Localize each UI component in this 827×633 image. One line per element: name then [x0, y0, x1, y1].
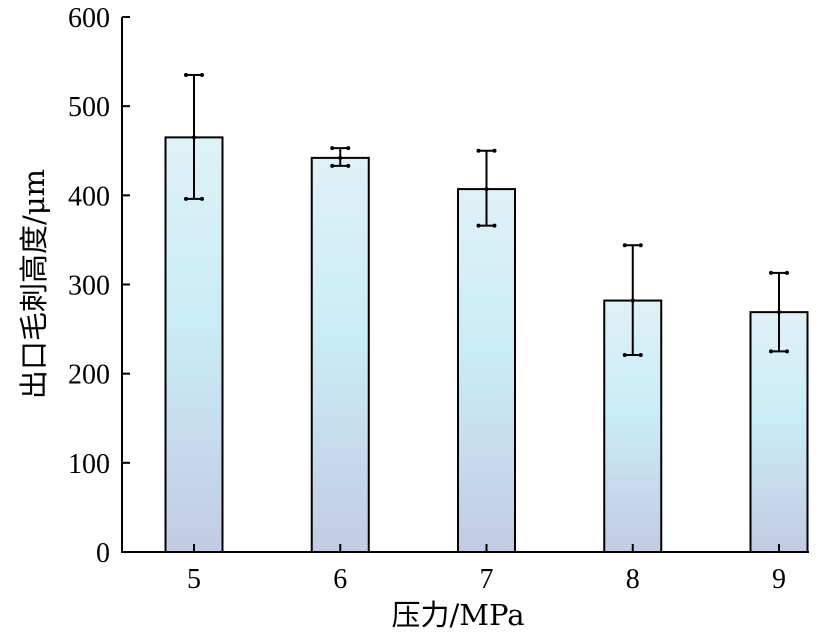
- y-axis-title: 出口毛刺高度/μm: [17, 169, 51, 399]
- bar-6: [310, 156, 370, 553]
- bar-8: [603, 299, 663, 553]
- error-marker-dot: [638, 352, 643, 357]
- error-bars-layer: [184, 72, 789, 357]
- error-marker-dot: [777, 310, 781, 315]
- error-marker-dot: [192, 135, 196, 140]
- y-ticks: 0 100 200 300 400 500 600: [68, 3, 130, 569]
- bar-7: [457, 188, 516, 553]
- y-tick-label: 200: [68, 360, 110, 391]
- error-marker-dot: [785, 270, 789, 275]
- error-marker-dot: [638, 243, 643, 248]
- error-marker-dot: [338, 155, 343, 160]
- y-tick-label: 600: [68, 3, 110, 34]
- error-marker-dot: [622, 352, 627, 357]
- error-marker-dot: [330, 146, 335, 151]
- error-marker-dot: [492, 148, 497, 153]
- bar-5: [164, 136, 224, 553]
- error-marker-dot: [346, 163, 351, 168]
- error-marker-dot: [476, 148, 481, 153]
- error-marker-dot: [785, 349, 789, 354]
- error-marker-dot: [184, 72, 188, 77]
- error-marker-dot: [622, 243, 627, 248]
- error-marker-dot: [492, 223, 497, 228]
- error-marker-dot: [330, 163, 335, 168]
- x-tick-label: 8: [626, 564, 640, 595]
- error-marker-dot: [769, 270, 773, 275]
- y-tick-label: 100: [68, 449, 110, 480]
- y-tick-label: 0: [96, 538, 110, 569]
- x-tick-label: 5: [187, 564, 201, 595]
- x-ticks: 5 6 7 8 9: [187, 544, 786, 595]
- x-tick-label: 6: [333, 564, 347, 595]
- error-marker-dot: [184, 196, 188, 201]
- error-marker-dot: [630, 298, 635, 303]
- x-axis-title: 压力/MPa: [392, 598, 525, 632]
- error-marker-dot: [769, 349, 773, 354]
- x-tick-label: 9: [772, 564, 786, 595]
- x-tick-label: 7: [480, 564, 494, 595]
- y-tick-label: 400: [68, 181, 110, 212]
- error-marker-dot: [346, 146, 351, 151]
- error-marker-dot: [200, 196, 204, 201]
- error-marker-dot: [200, 72, 204, 77]
- y-tick-label: 300: [68, 271, 110, 302]
- error-marker-dot: [484, 187, 489, 192]
- error-marker-dot: [476, 223, 481, 228]
- y-tick-label: 500: [68, 92, 110, 123]
